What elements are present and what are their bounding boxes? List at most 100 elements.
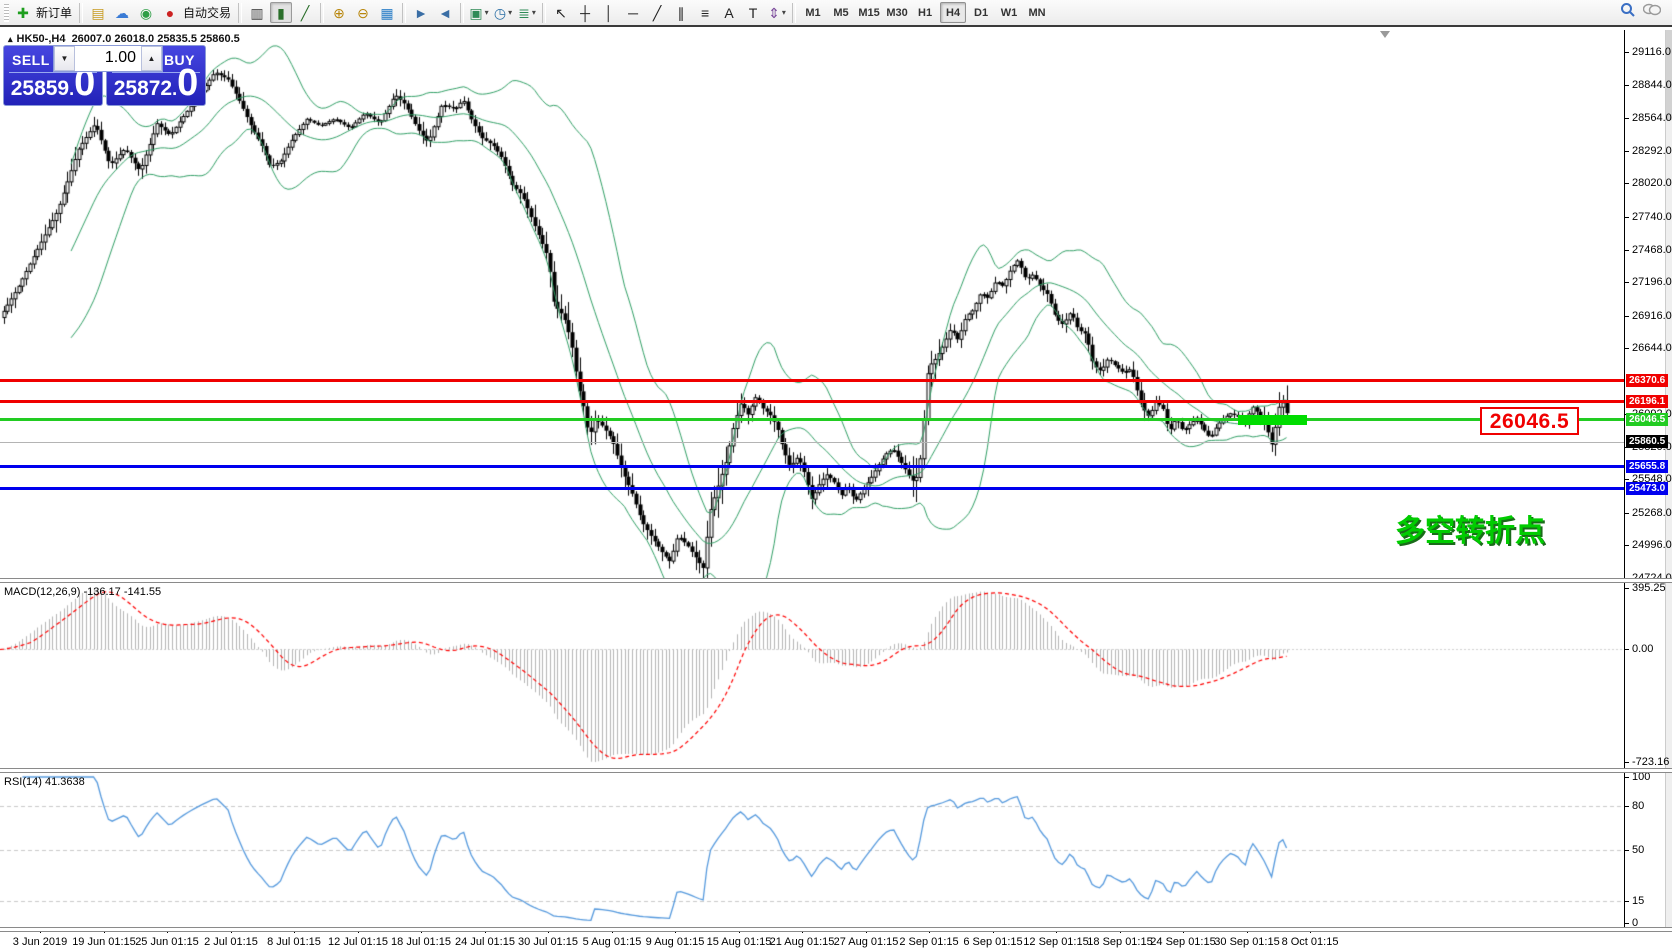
period-button[interactable]: ◷ ▾ (492, 2, 514, 23)
dropdown-arrow-icon: ▾ (531, 8, 536, 17)
toolbar-separator (320, 2, 325, 23)
resistance-line-2[interactable] (0, 400, 1624, 403)
crosshair-button[interactable]: ┼ (574, 2, 596, 23)
date-label: 2 Sep 01:15 (899, 936, 959, 948)
channel-button[interactable]: ∥ (670, 2, 692, 23)
timeframe-h1[interactable]: H1 (918, 6, 933, 19)
buy-price-dot: . (172, 79, 178, 99)
vertical-line-button[interactable]: │ (598, 2, 620, 23)
pane-separator[interactable] (0, 768, 1672, 773)
pivot-line[interactable] (0, 418, 1624, 421)
toolbar-grip[interactable] (4, 3, 9, 22)
template-chart-icon: ≣ (518, 4, 530, 21)
candlestick-chart-button[interactable]: ▮ (270, 2, 293, 23)
chart-shift-button[interactable]: ◄ (434, 2, 456, 23)
resistance-line-1[interactable] (0, 379, 1624, 382)
cursor-button[interactable]: ↖ (550, 2, 572, 23)
timeframe-d1[interactable]: D1 (974, 6, 989, 19)
toolbar-separator (792, 2, 797, 23)
macd-tick-label: -723.16 (1632, 756, 1670, 768)
bar-chart-button[interactable]: ▥ (246, 2, 268, 23)
axis-tick (1624, 282, 1629, 283)
collapse-panel-icon[interactable]: ▴ (8, 34, 13, 44)
horizontal-line-button[interactable]: ─ (622, 2, 644, 23)
support-line-2[interactable] (0, 487, 1624, 490)
pivot-highlight-bar[interactable] (1238, 415, 1307, 425)
pivot-price-box[interactable]: 26046.5 (1480, 407, 1579, 435)
date-label: 12 Sep 01:15 (1023, 936, 1089, 948)
chart-ohlc-header: ▴ HK50-,H4 26007.0 26018.0 25835.5 25860.… (5, 33, 243, 45)
volume-spinner: ▼ 1.00 ▲ (53, 45, 163, 72)
history-center-icon: ▤ (91, 4, 105, 21)
support-line-1[interactable] (0, 465, 1624, 468)
buy-label: BUY (163, 52, 195, 68)
toolbar-separator (542, 2, 547, 23)
chart-shift-marker[interactable] (1380, 31, 1390, 38)
timeframe-m30[interactable]: M30 (886, 6, 908, 19)
axis-tick-label: 28564.0 (1632, 112, 1672, 124)
toolbar-separator (238, 2, 243, 23)
date-label: 19 Jun 01:15 (72, 936, 136, 948)
pane-separator[interactable] (0, 578, 1672, 583)
trendline-button[interactable]: ╱ (646, 2, 668, 23)
bid-price-line (0, 442, 1624, 443)
zoom-in-button[interactable]: ⊕ (328, 2, 350, 23)
chat-button[interactable] (1641, 2, 1663, 23)
scrollbar-thumb[interactable] (1666, 30, 1672, 120)
volume-decrease-button[interactable]: ▼ (54, 46, 75, 71)
arrows-button[interactable]: ⇕ ▾ (766, 2, 788, 23)
candlestick-icon: ▮ (277, 4, 285, 21)
timeframe-mn[interactable]: MN (1028, 6, 1046, 19)
timeframe-h4[interactable]: H4 (940, 2, 967, 23)
turning-point-annotation[interactable]: 多空转折点 (1395, 515, 1545, 548)
timeframe-m15[interactable]: M15 (858, 6, 880, 19)
volume-value[interactable]: 1.00 (104, 49, 136, 66)
rsi-label: RSI(14) 41.3638 (4, 776, 85, 788)
date-label: 8 Oct 01:15 (1281, 936, 1339, 948)
date-label: 21 Aug 01:15 (769, 936, 835, 948)
sell-underline (9, 72, 97, 73)
new-order-button[interactable]: ✚ (12, 2, 34, 23)
pane-separator (0, 927, 1672, 932)
axis-tick (1624, 545, 1629, 546)
toolbar-separator (79, 2, 84, 23)
date-label: 5 Aug 01:15 (582, 936, 642, 948)
timeframe-m5[interactable]: M5 (833, 6, 849, 19)
date-label: 8 Jul 01:15 (267, 936, 321, 948)
clock-icon: ◷ (493, 4, 507, 21)
timeframe-w1[interactable]: W1 (1000, 6, 1018, 19)
axis-tick-label: 26916.0 (1632, 310, 1672, 322)
axis-tick (1624, 649, 1629, 650)
text-label-button[interactable]: T (742, 2, 764, 23)
date-label: 24 Jul 01:15 (455, 936, 515, 948)
new-chart-button[interactable]: ▣ ▾ (468, 2, 490, 23)
buy-price: 25872.0 (107, 64, 205, 102)
zoom-out-button[interactable]: ⊖ (352, 2, 374, 23)
new-chart-icon: ▣ (469, 4, 483, 21)
resistance-line-1-badge: 26370.6 (1626, 374, 1669, 387)
axis-tick-label: 24996.0 (1632, 539, 1672, 551)
search-button[interactable] (1617, 2, 1639, 23)
tile-windows-button[interactable]: ▦ (376, 2, 398, 23)
fibonacci-button[interactable]: ≡ (694, 2, 716, 23)
history-center-button[interactable]: ▤ (87, 2, 109, 23)
news-button[interactable]: ◉ (135, 2, 157, 23)
autotrading-button[interactable]: ● (159, 2, 181, 23)
auto-scroll-button[interactable]: ► (410, 2, 432, 23)
buy-price-big-digit: 0 (177, 62, 199, 104)
templates-button[interactable]: ≣ ▾ (516, 2, 538, 23)
support-line-1-badge: 25655.8 (1626, 460, 1669, 473)
axis-tick (1624, 316, 1629, 317)
zoom-in-icon: ⊕ (333, 4, 345, 21)
vertical-scrollbar[interactable] (1665, 30, 1672, 929)
symbol-period-label: HK50-,H4 (16, 33, 66, 45)
sell-price-main: 25859 (10, 77, 70, 100)
line-chart-button[interactable]: ╱ (294, 2, 316, 23)
timeframe-m1[interactable]: M1 (805, 6, 821, 19)
text-button[interactable]: A (718, 2, 740, 23)
volume-increase-button[interactable]: ▲ (141, 46, 162, 71)
rsi-tick-label: 80 (1632, 800, 1645, 812)
mail-button[interactable]: ☁ (111, 2, 133, 23)
date-label: 24 Sep 01:15 (1150, 936, 1216, 948)
